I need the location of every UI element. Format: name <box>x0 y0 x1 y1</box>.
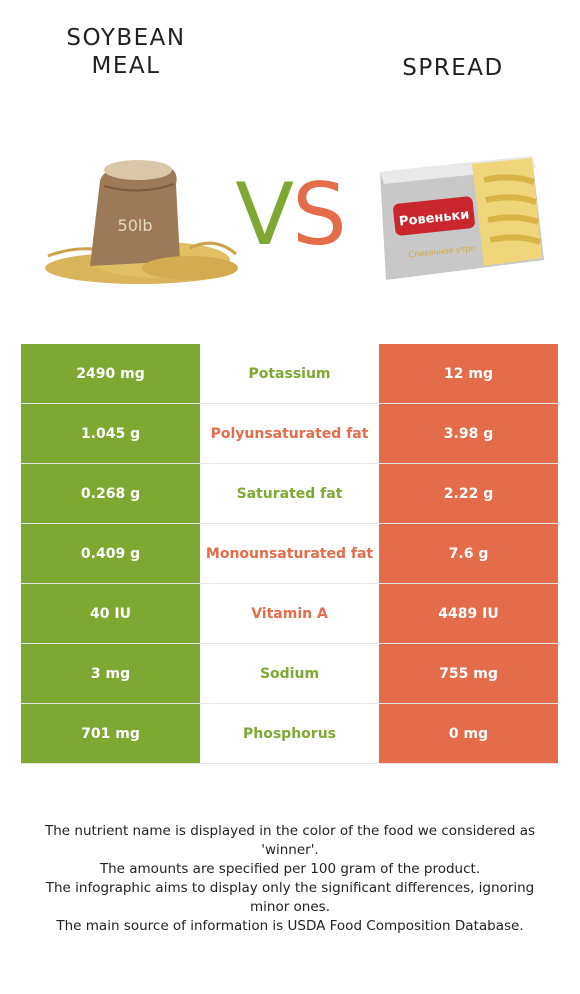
right-value: 2.22 g <box>379 464 558 523</box>
spread-package-image: Ровеньки Сливочное утро <box>380 156 544 280</box>
footnote-line: The main source of information is USDA F… <box>56 918 524 934</box>
right-value: 4489 IU <box>379 584 558 643</box>
left-value: 40 IU <box>21 584 200 643</box>
table-row: 40 IU Vitamin A 4489 IU <box>21 584 558 644</box>
table-row: 1.045 g Polyunsaturated fat 3.98 g <box>21 404 558 464</box>
right-value: 3.98 g <box>379 404 558 463</box>
nutrient-name: Polyunsaturated fat <box>200 404 379 463</box>
nutrient-name: Phosphorus <box>200 704 379 763</box>
left-value: 701 mg <box>21 704 200 763</box>
spread-brand: Ровеньки <box>398 207 470 229</box>
nutrient-name: Sodium <box>200 644 379 703</box>
nutrient-name: Saturated fat <box>200 464 379 523</box>
left-value: 0.409 g <box>21 524 200 583</box>
right-food-title: SPREAD <box>402 55 504 81</box>
right-value: 12 mg <box>379 344 558 403</box>
table-row: 3 mg Sodium 755 mg <box>21 644 558 704</box>
left-food-title: SOYBEAN MEAL <box>66 25 186 79</box>
nutrient-name: Potassium <box>200 344 379 403</box>
nutrient-name: Monounsaturated fat <box>200 524 379 583</box>
right-value: 7.6 g <box>379 524 558 583</box>
right-value: 755 mg <box>379 644 558 703</box>
table-row: 0.409 g Monounsaturated fat 7.6 g <box>21 524 558 584</box>
sack-label: 50lb <box>118 216 153 235</box>
right-value: 0 mg <box>379 704 558 763</box>
left-value: 2490 mg <box>21 344 200 403</box>
footnote-line: The infographic aims to display only the… <box>45 880 535 915</box>
nutrient-name: Vitamin A <box>200 584 379 643</box>
left-value: 0.268 g <box>21 464 200 523</box>
footnotes: The nutrient name is displayed in the co… <box>30 822 550 936</box>
comparison-table: 2490 mg Potassium 12 mg 1.045 g Polyunsatura… <box>21 344 558 764</box>
soybean-meal-image: 50lb <box>45 160 238 284</box>
left-value: 3 mg <box>21 644 200 703</box>
table-row: 0.268 g Saturated fat 2.22 g <box>21 464 558 524</box>
versus-label: VS <box>235 165 346 265</box>
table-row: 2490 mg Potassium 12 mg <box>21 344 558 404</box>
footnote-line: The amounts are specified per 100 gram o… <box>99 861 481 877</box>
footnote-line: The nutrient name is displayed in the co… <box>44 823 536 858</box>
left-value: 1.045 g <box>21 404 200 463</box>
table-row: 701 mg Phosphorus 0 mg <box>21 704 558 764</box>
